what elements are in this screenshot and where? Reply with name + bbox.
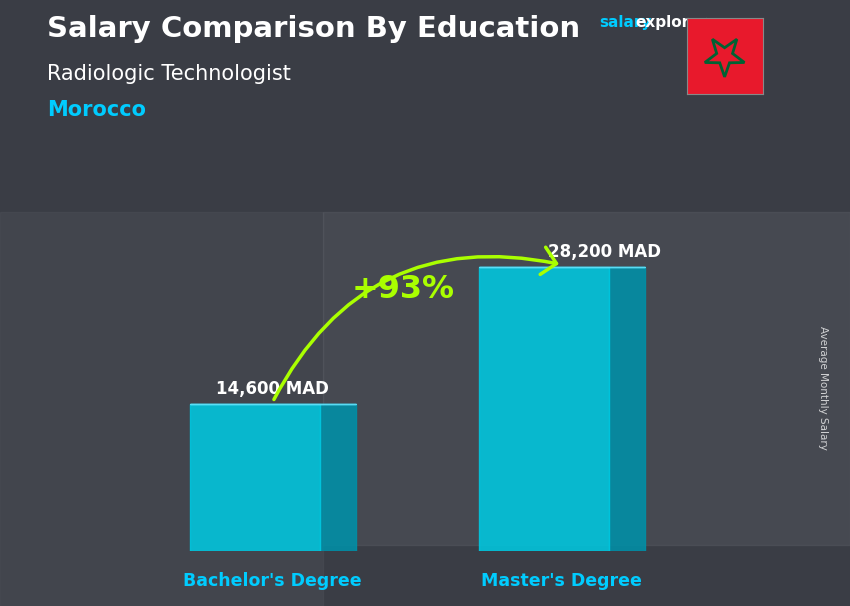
Text: +93%: +93% xyxy=(351,275,454,305)
Polygon shape xyxy=(320,404,355,551)
Text: 28,200 MAD: 28,200 MAD xyxy=(548,242,661,261)
Text: Average Monthly Salary: Average Monthly Salary xyxy=(818,326,828,450)
Text: 14,600 MAD: 14,600 MAD xyxy=(216,380,329,398)
Text: salary: salary xyxy=(599,15,652,30)
Bar xyxy=(479,267,609,551)
Text: Salary Comparison By Education: Salary Comparison By Education xyxy=(47,15,580,43)
Text: Master's Degree: Master's Degree xyxy=(481,571,642,590)
Text: explorer.com: explorer.com xyxy=(636,15,746,30)
Text: Bachelor's Degree: Bachelor's Degree xyxy=(184,571,362,590)
Text: Radiologic Technologist: Radiologic Technologist xyxy=(47,64,291,84)
Text: Morocco: Morocco xyxy=(47,100,145,120)
Bar xyxy=(0,212,323,606)
Bar xyxy=(323,212,850,545)
FancyArrowPatch shape xyxy=(274,247,557,399)
Polygon shape xyxy=(609,267,644,551)
Bar xyxy=(190,404,320,551)
